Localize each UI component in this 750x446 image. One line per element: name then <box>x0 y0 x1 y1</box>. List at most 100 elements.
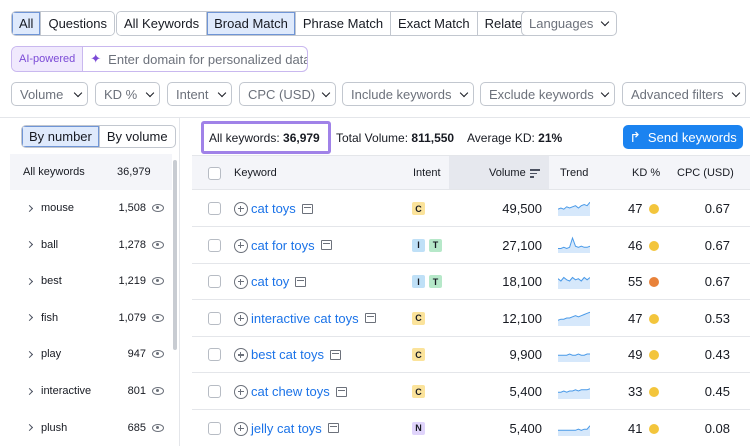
filter-volume[interactable]: Volume <box>11 82 88 106</box>
tab-exact-match[interactable]: Exact Match <box>391 12 478 35</box>
groups-scrollbar[interactable] <box>173 160 177 350</box>
chevron-right-icon[interactable] <box>25 314 34 322</box>
languages-dropdown[interactable]: Languages <box>521 11 617 36</box>
eye-icon[interactable] <box>152 204 164 212</box>
send-keywords-label: Send keywords <box>647 129 737 145</box>
group-item[interactable]: interactive 801 <box>10 373 172 409</box>
table-row: jelly cat toys N 5,400 41 0.08 <box>192 410 750 446</box>
trend-line <box>558 424 590 431</box>
keyword-groups-panel: By number By volume All keywords 36,979 … <box>10 118 180 446</box>
group-item[interactable]: ball 1,278 <box>10 227 172 263</box>
filter-intent[interactable]: Intent <box>167 82 232 106</box>
table-row: cat chew toys C 5,400 33 0.45 <box>192 373 750 410</box>
kd-value: 55 <box>628 274 643 290</box>
group-item[interactable]: plush 685 <box>10 410 172 446</box>
eye-icon[interactable] <box>152 313 164 322</box>
keyword-link[interactable]: cat for toys <box>251 238 332 253</box>
keyword-link[interactable]: cat chew toys <box>251 384 347 399</box>
row-checkbox[interactable] <box>208 238 221 252</box>
group-item[interactable]: best 1,219 <box>10 263 172 299</box>
chevron-right-icon[interactable] <box>25 277 34 285</box>
col-intent[interactable]: Intent <box>413 167 441 179</box>
row-checkbox[interactable] <box>208 385 221 398</box>
filter-advanced[interactable]: Advanced filters <box>622 82 746 106</box>
add-to-list-icon[interactable] <box>234 385 248 399</box>
eye-icon[interactable] <box>152 240 164 249</box>
add-to-list-icon[interactable] <box>234 421 248 436</box>
add-to-list-icon[interactable] <box>234 202 248 216</box>
group-item[interactable]: mouse 1,508 <box>10 190 172 226</box>
eye-icon[interactable] <box>152 277 164 286</box>
groups-header[interactable]: All keywords 36,979 <box>10 154 172 190</box>
col-keyword[interactable]: Keyword <box>234 167 277 179</box>
keyword-link[interactable]: jelly cat toys <box>251 421 339 436</box>
serp-icon[interactable] <box>320 240 332 251</box>
serp-icon[interactable] <box>327 423 339 434</box>
row-checkbox[interactable] <box>208 311 221 325</box>
intent-badges: C <box>412 348 429 362</box>
cpc-value: 0.67 <box>704 201 730 216</box>
row-checkbox[interactable] <box>208 202 221 215</box>
tab-all-keywords[interactable]: All Keywords <box>117 12 208 35</box>
row-checkbox[interactable] <box>208 348 221 362</box>
send-keywords-button[interactable]: ↱ Send keywords <box>623 125 743 149</box>
tab-all[interactable]: All <box>12 12 42 35</box>
add-to-list-icon[interactable] <box>234 238 248 253</box>
group-count: 947 <box>127 348 146 361</box>
chevron-right-icon[interactable] <box>25 350 34 358</box>
serp-icon[interactable] <box>329 349 341 360</box>
chevron-right-icon[interactable] <box>25 204 34 212</box>
kd-difficulty-dot <box>649 313 659 324</box>
group-item[interactable]: play 947 <box>10 336 172 372</box>
col-trend[interactable]: Trend <box>560 167 589 179</box>
filter-kd[interactable]: KD % <box>95 82 160 106</box>
chevron-right-icon[interactable] <box>25 424 34 432</box>
keyword-link[interactable]: best cat toys <box>251 347 341 362</box>
domain-input[interactable]: ✦ Enter domain for personalized data <box>83 47 307 71</box>
col-cpc[interactable]: CPC (USD) <box>677 167 734 179</box>
eye-icon[interactable] <box>152 423 164 432</box>
volume-value: 18,100 <box>502 274 542 290</box>
sort-descending-icon[interactable] <box>530 169 540 180</box>
groups-header-count: 36,979 <box>117 166 151 178</box>
intent-badge: N <box>412 421 425 435</box>
eye-icon[interactable] <box>152 387 164 395</box>
filter-cpc[interactable]: CPC (USD) <box>239 82 336 106</box>
col-volume[interactable]: Volume <box>489 167 526 179</box>
trend-area <box>558 388 590 399</box>
keyword-link[interactable]: cat toys <box>251 201 313 216</box>
kd-value: 46 <box>628 237 643 253</box>
trend-line <box>558 388 590 393</box>
group-count: 1,508 <box>118 202 146 214</box>
serp-icon[interactable] <box>301 203 313 214</box>
intent-badge: C <box>412 202 425 215</box>
row-checkbox[interactable] <box>208 275 221 289</box>
keyword-link[interactable]: interactive cat toys <box>251 311 376 326</box>
intent-badge: C <box>412 311 425 325</box>
row-checkbox[interactable] <box>208 421 221 435</box>
chevron-right-icon[interactable] <box>25 241 34 249</box>
sparkle-icon: ✦ <box>90 51 102 66</box>
chevron-down-icon <box>217 88 227 97</box>
chevron-right-icon[interactable] <box>25 387 34 395</box>
group-item[interactable]: fish 1,079 <box>10 300 172 336</box>
total-volume-summary: Total Volume: 811,550 <box>336 121 454 154</box>
intent-badge: T <box>429 238 442 252</box>
select-all-checkbox[interactable] <box>208 167 221 180</box>
tab-questions[interactable]: Questions <box>41 12 114 35</box>
tab-broad-match[interactable]: Broad Match <box>207 12 296 35</box>
by-number-button[interactable]: By number <box>22 126 100 147</box>
keyword-link[interactable]: cat toy <box>251 274 307 289</box>
by-volume-button[interactable]: By volume <box>106 129 168 144</box>
serp-icon[interactable] <box>364 313 376 324</box>
filter-exclude-keywords[interactable]: Exclude keywords <box>480 82 615 106</box>
add-to-list-icon[interactable] <box>234 311 248 326</box>
filter-include-keywords[interactable]: Include keywords <box>342 82 474 106</box>
col-kd[interactable]: KD % <box>632 167 661 179</box>
eye-icon[interactable] <box>152 350 164 359</box>
serp-icon[interactable] <box>295 276 307 287</box>
add-to-list-icon[interactable] <box>234 275 248 290</box>
tab-phrase-match[interactable]: Phrase Match <box>295 12 392 35</box>
add-to-list-icon[interactable] <box>234 348 248 363</box>
serp-icon[interactable] <box>335 386 347 397</box>
